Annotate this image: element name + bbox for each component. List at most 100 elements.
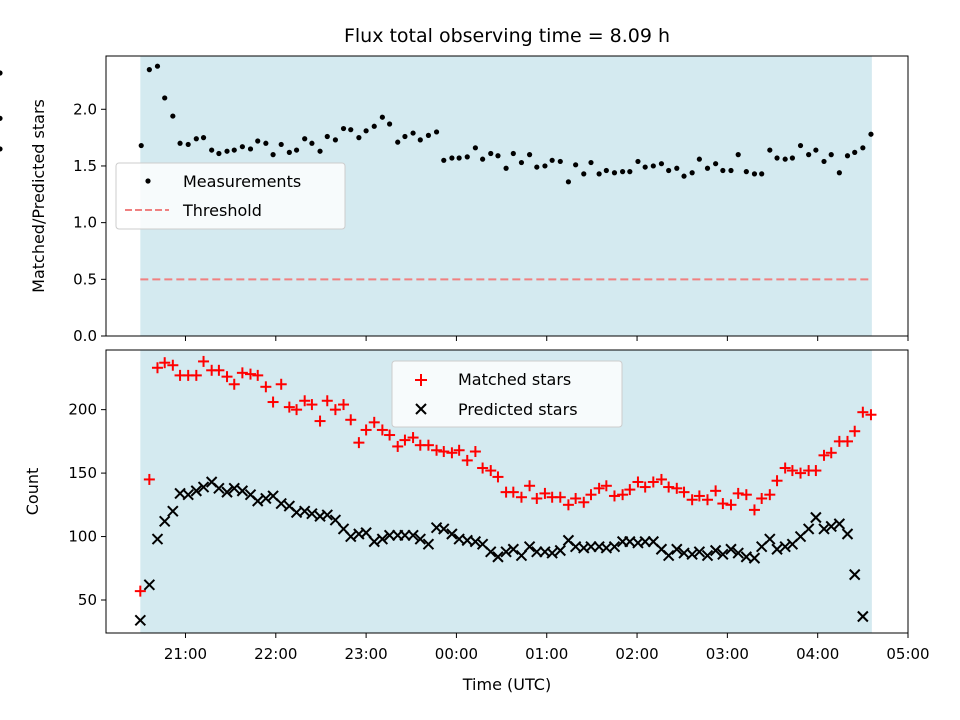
predicted-star-point [485, 546, 497, 558]
measurement-point [371, 123, 377, 129]
measurement-point [658, 161, 665, 167]
measurement-point [417, 137, 423, 143]
predicted-star-point [376, 533, 389, 545]
matched-star-point [245, 368, 257, 380]
predicted-star-point [492, 551, 504, 563]
y-tick-label: 0.0 [73, 327, 97, 345]
ratio-legend: Measurements Threshold [115, 162, 346, 230]
matched-star-point [485, 465, 497, 477]
y-tick-label: 150 [68, 464, 97, 482]
predicted-star-point [260, 492, 272, 505]
measurement-point [495, 153, 501, 159]
matched-star-point [306, 399, 318, 411]
y-tick-label: 1.0 [73, 214, 97, 232]
measurement-point [302, 136, 308, 142]
x-tick-label: 01:00 [525, 645, 568, 663]
predicted-star-point [500, 546, 512, 558]
measurement-point [216, 150, 222, 157]
x-tick-label: 21:00 [164, 645, 207, 663]
matched-star-point [134, 585, 146, 597]
measurement-point [425, 132, 432, 138]
matched-star-point [492, 471, 504, 483]
matched-star-point [764, 489, 776, 501]
measurement-point [0, 115, 3, 121]
measurement-point [581, 171, 587, 177]
matched-star-point [702, 494, 713, 506]
predicted-star-point [523, 540, 536, 553]
predicted-star-point [833, 518, 846, 530]
measurement-point [480, 156, 486, 162]
measurement-point [247, 146, 254, 152]
predicted-star-point [709, 544, 722, 557]
predicted-star-point [368, 535, 380, 548]
matched-star-point [771, 475, 783, 487]
x-tick-label: 04:00 [796, 645, 839, 663]
matched-star-point [507, 486, 519, 498]
time-x-label: Time (UTC) [462, 675, 551, 694]
measurement-point [620, 169, 626, 175]
predicted-star-point [585, 540, 597, 553]
matched-star-point [578, 496, 590, 508]
predicted-star-point [779, 540, 791, 553]
matched-star-point [461, 454, 473, 466]
matched-star-point [338, 399, 350, 411]
x-tick-label: 03:00 [706, 645, 749, 663]
matched-star-point [849, 425, 861, 437]
matched-star-point [600, 480, 612, 492]
predicted-star-point [275, 497, 287, 510]
y-tick-label: 1.5 [73, 157, 97, 175]
measurement-point [728, 167, 734, 174]
measurement-point [821, 158, 827, 165]
predicted-star-point [399, 529, 411, 541]
matched-star-point [725, 499, 737, 511]
predicted-star-point [252, 495, 264, 507]
measurement-point [193, 136, 199, 142]
matched-star-point [446, 447, 458, 459]
matched-star-point [399, 434, 411, 446]
measurement-point [510, 150, 516, 157]
measurement-point [410, 130, 416, 136]
predicted-star-point [701, 549, 714, 562]
matched-star-point [228, 378, 240, 390]
predicted-star-point [531, 546, 543, 558]
measurement-point [642, 164, 648, 170]
matched-star-point [260, 381, 272, 393]
matched-star-point [438, 446, 450, 458]
measurement-point [743, 169, 749, 175]
measurement-point [674, 165, 680, 171]
matched-star-point [531, 492, 543, 504]
predicted-star-point [639, 535, 651, 548]
measurement-point [263, 140, 269, 146]
matched-star-point [360, 424, 372, 436]
predicted-star-point [662, 549, 675, 562]
predicted-stars-series [134, 476, 869, 627]
legend-measurements-marker [145, 178, 151, 184]
measurement-point [185, 141, 191, 148]
matched-star-point [539, 487, 551, 499]
predicted-star-point [802, 523, 815, 535]
predicted-star-point [438, 523, 450, 535]
predicted-star-point [507, 543, 520, 555]
matched-star-point [353, 437, 365, 449]
measurement-point [868, 131, 874, 137]
measurement-point [472, 145, 478, 151]
count-legend: Matched stars Predicted stars [391, 360, 623, 428]
matched-star-point [167, 359, 179, 371]
matched-star-point [329, 404, 341, 416]
matched-star-point [732, 487, 744, 499]
matched-star-point [786, 465, 798, 477]
measurement-point [200, 135, 207, 141]
predicted-star-point [725, 543, 737, 555]
predicted-star-point [228, 482, 240, 495]
measurement-point [177, 140, 183, 146]
legend-matched-label: Matched stars [458, 370, 571, 389]
legend-matched-marker [415, 374, 427, 386]
measurement-point [356, 135, 362, 141]
predicted-star-point [771, 543, 783, 555]
measurement-point [332, 137, 339, 143]
ratio-y-label: Matched/Predicted stars [29, 99, 48, 293]
measurement-point [573, 162, 579, 168]
measurement-point [324, 133, 330, 140]
measurement-point [0, 70, 3, 76]
matched-star-point [693, 490, 705, 502]
